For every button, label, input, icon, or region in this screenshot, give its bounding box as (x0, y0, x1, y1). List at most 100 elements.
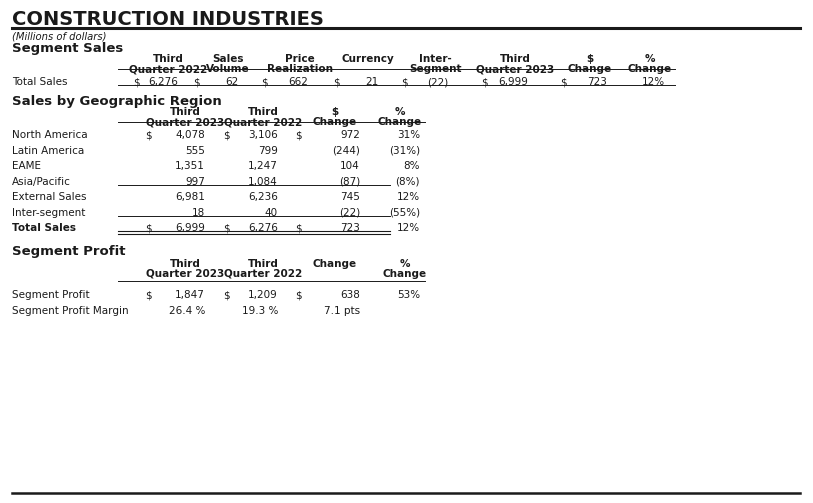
Text: $: $ (560, 77, 567, 87)
Text: 8%: 8% (403, 161, 420, 171)
Text: 26.4 %: 26.4 % (168, 306, 205, 316)
Text: 6,276: 6,276 (248, 223, 278, 233)
Text: 40: 40 (265, 208, 278, 217)
Text: Quarter 2022: Quarter 2022 (224, 117, 302, 127)
Text: $: $ (295, 130, 302, 140)
Text: $: $ (333, 77, 340, 87)
Text: 997: 997 (185, 177, 205, 187)
Text: Quarter 2022: Quarter 2022 (129, 64, 207, 74)
Text: (8%): (8%) (395, 177, 420, 187)
Text: Third: Third (170, 107, 201, 117)
Text: %: % (645, 54, 655, 64)
Text: Segment Profit: Segment Profit (12, 290, 89, 300)
Text: Total Sales: Total Sales (12, 77, 67, 87)
Text: 62: 62 (224, 77, 238, 87)
Text: EAME: EAME (12, 161, 41, 171)
Text: Inter-segment: Inter-segment (12, 208, 85, 217)
Text: $: $ (481, 77, 488, 87)
Text: $: $ (224, 223, 230, 233)
Text: 972: 972 (340, 130, 360, 140)
Text: Quarter 2023: Quarter 2023 (146, 269, 224, 279)
Text: 53%: 53% (397, 290, 420, 300)
Text: $: $ (261, 77, 268, 87)
Text: %: % (400, 259, 411, 269)
Text: Change: Change (628, 64, 672, 74)
Text: 12%: 12% (397, 192, 420, 202)
Text: 1,084: 1,084 (248, 177, 278, 187)
Text: (87): (87) (339, 177, 360, 187)
Text: 723: 723 (587, 77, 607, 87)
Text: Third: Third (153, 54, 184, 64)
Text: (55%): (55%) (389, 208, 420, 217)
Text: 638: 638 (340, 290, 360, 300)
Text: North America: North America (12, 130, 88, 140)
Text: $: $ (295, 223, 302, 233)
Text: 21: 21 (365, 77, 378, 87)
Text: $: $ (146, 130, 152, 140)
Text: 6,999: 6,999 (175, 223, 205, 233)
Text: 104: 104 (341, 161, 360, 171)
Text: 723: 723 (340, 223, 360, 233)
Text: Segment Profit: Segment Profit (12, 245, 125, 258)
Text: Quarter 2022: Quarter 2022 (224, 269, 302, 279)
Text: 6,981: 6,981 (175, 192, 205, 202)
Text: %: % (395, 107, 405, 117)
Text: 662: 662 (288, 77, 308, 87)
Text: $: $ (295, 290, 302, 300)
Text: 7.1 pts: 7.1 pts (324, 306, 360, 316)
Text: Quarter 2023: Quarter 2023 (146, 117, 224, 127)
Text: $: $ (332, 107, 339, 117)
Text: Sales by Geographic Region: Sales by Geographic Region (12, 95, 222, 108)
Text: 799: 799 (258, 145, 278, 155)
Text: Price: Price (285, 54, 315, 64)
Text: Change: Change (313, 259, 357, 269)
Text: Third: Third (248, 107, 278, 117)
Text: 6,999: 6,999 (498, 77, 528, 87)
Text: Third: Third (170, 259, 201, 269)
Text: External Sales: External Sales (12, 192, 86, 202)
Text: (244): (244) (333, 145, 360, 155)
Text: Total Sales: Total Sales (12, 223, 76, 233)
Text: 1,847: 1,847 (175, 290, 205, 300)
Text: (22): (22) (427, 77, 448, 87)
Text: (Millions of dollars): (Millions of dollars) (12, 31, 107, 41)
Text: Latin America: Latin America (12, 145, 85, 155)
Text: 745: 745 (340, 192, 360, 202)
Text: $: $ (193, 77, 200, 87)
Text: 555: 555 (185, 145, 205, 155)
Text: Realization: Realization (267, 64, 333, 74)
Text: Sales: Sales (212, 54, 244, 64)
Text: 6,276: 6,276 (148, 77, 178, 87)
Text: $: $ (133, 77, 140, 87)
Text: Segment Profit Margin: Segment Profit Margin (12, 306, 128, 316)
Text: (22): (22) (339, 208, 360, 217)
Text: (31%): (31%) (389, 145, 420, 155)
Text: Change: Change (313, 117, 357, 127)
Text: $: $ (402, 77, 408, 87)
Text: 1,351: 1,351 (175, 161, 205, 171)
Text: 3,106: 3,106 (248, 130, 278, 140)
Text: 19.3 %: 19.3 % (241, 306, 278, 316)
Text: Volume: Volume (207, 64, 250, 74)
Text: $: $ (224, 290, 230, 300)
Text: $: $ (586, 54, 593, 64)
Text: 1,209: 1,209 (248, 290, 278, 300)
Text: CONSTRUCTION INDUSTRIES: CONSTRUCTION INDUSTRIES (12, 10, 324, 29)
Text: Inter-: Inter- (419, 54, 451, 64)
Text: Currency: Currency (341, 54, 394, 64)
Text: $: $ (224, 130, 230, 140)
Text: 4,078: 4,078 (176, 130, 205, 140)
Text: 6,236: 6,236 (248, 192, 278, 202)
Text: Segment Sales: Segment Sales (12, 42, 124, 55)
Text: Change: Change (568, 64, 612, 74)
Text: Third: Third (248, 259, 278, 269)
Text: Segment: Segment (409, 64, 461, 74)
Text: 31%: 31% (397, 130, 420, 140)
Text: Change: Change (383, 269, 427, 279)
Text: 1,247: 1,247 (248, 161, 278, 171)
Text: Third: Third (499, 54, 530, 64)
Text: Change: Change (378, 117, 422, 127)
Text: 12%: 12% (642, 77, 665, 87)
Text: 12%: 12% (397, 223, 420, 233)
Text: Quarter 2023: Quarter 2023 (476, 64, 554, 74)
